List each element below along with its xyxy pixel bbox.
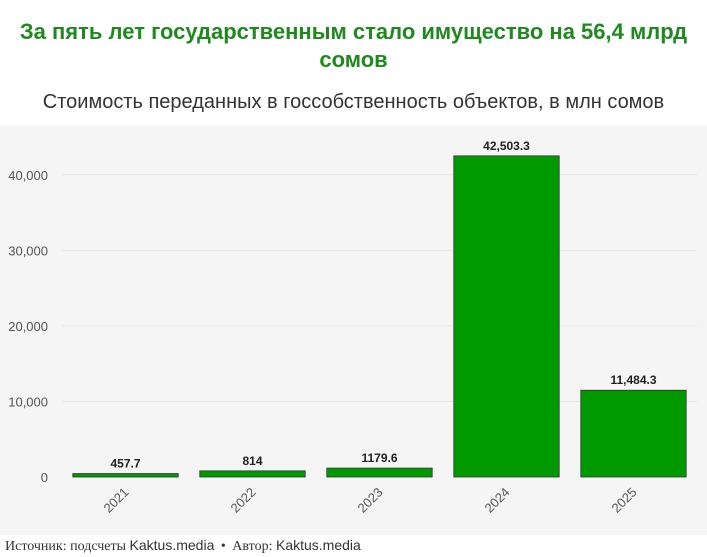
bars [72, 155, 687, 478]
y-tick-label: 20,000 [8, 319, 48, 334]
x-tick-label: 2024 [482, 485, 513, 516]
chart-subtitle: Стоимость переданных в госсобственность … [42, 91, 665, 113]
source-name: Kaktus.media [129, 537, 215, 553]
chart-title-text: За пять лет государственным стало имущес… [19, 19, 688, 72]
bar-2024 [453, 155, 560, 478]
y-tick-label: 40,000 [8, 168, 48, 183]
bar-2022 [199, 470, 306, 478]
value-label-2022: 814 [242, 454, 262, 468]
author-name: Kaktus.media [275, 537, 361, 553]
bar-2025 [580, 389, 687, 478]
footer-separator: • [220, 539, 226, 554]
value-label-2024: 42,503.3 [483, 139, 530, 153]
value-label-2021: 457.7 [110, 457, 140, 471]
chart-title: За пять лет государственным стало имущес… [0, 18, 707, 74]
y-tick-label: 10,000 [8, 394, 48, 409]
x-tick-label: 2022 [228, 485, 259, 516]
x-axis-ticks: 2021 2022 2023 2024 2025 [101, 485, 640, 516]
bar-2023 [326, 467, 433, 478]
x-tick-label: 2021 [101, 485, 132, 516]
source-label: Источник: подсчеты [5, 539, 127, 554]
x-tick-label: 2025 [609, 485, 640, 516]
author-label: Автор: [232, 539, 273, 554]
y-tick-label: 30,000 [8, 243, 48, 258]
y-axis-ticks: 0 10,000 20,000 30,000 40,000 [8, 168, 48, 485]
value-labels: 457.7 814 1179.6 42,503.3 11,484.3 [110, 139, 656, 471]
y-tick-label: 0 [41, 470, 48, 485]
x-tick-label: 2023 [355, 485, 386, 516]
source-footer: Источник: подсчеты Kaktus.media • Автор:… [5, 537, 361, 555]
value-label-2023: 1179.6 [361, 451, 397, 465]
grid-lines [62, 174, 697, 402]
value-label-2025: 11,484.3 [610, 373, 656, 387]
bar-2021 [72, 473, 179, 478]
